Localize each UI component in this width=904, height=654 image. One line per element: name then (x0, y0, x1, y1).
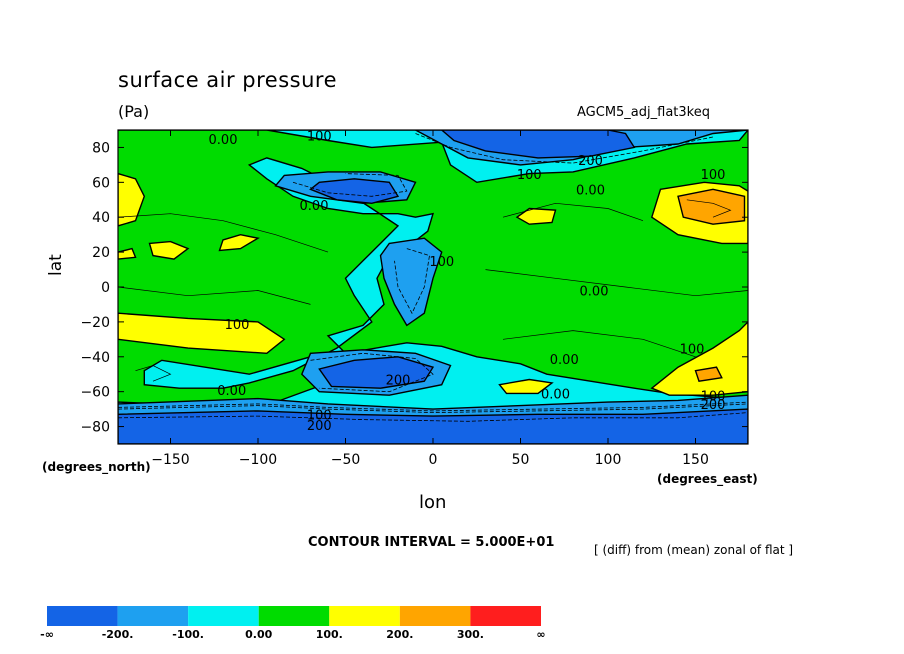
x-axis-label: lon (419, 492, 447, 513)
colorbar-bin-m200_m100 (117, 606, 189, 626)
contour-region-100_200 (515, 207, 557, 225)
colorbar-bin-m100_0 (188, 606, 259, 626)
chart-title: surface air pressure (118, 68, 338, 92)
contour-label: 100 (307, 409, 332, 424)
y-tick-label: 80 (92, 140, 110, 156)
contour-line-positive (686, 199, 732, 218)
contour-label: 100 (701, 389, 726, 404)
contour-labels: 0.00 1002001000.001000.001000.001000.0010… (209, 129, 726, 434)
contour-region-lt_m200 (318, 356, 435, 389)
colorbar: -∞ -200. -100. 0.00 100. 200. 300. ∞ (40, 606, 546, 641)
contour-line-positive (118, 286, 311, 305)
contour-line-positive (135, 365, 172, 382)
contour-fills (118, 130, 748, 444)
contour-label: 0.00 (576, 184, 605, 199)
contour-line-negative (310, 352, 434, 393)
colorbar-bin-100_200 (329, 606, 400, 626)
y-tick-label: 0 (101, 280, 110, 296)
contour-label: 100 (680, 342, 705, 357)
contour-region-lt_m200 (309, 178, 400, 205)
x-tick-label: 100 (595, 452, 622, 468)
plot-area: 0.00 1002001000.001000.001000.001000.0010… (118, 129, 748, 444)
colorbar-label: -200. (102, 628, 134, 641)
contour-line-positive (502, 330, 696, 358)
colorbar-label: 200. (386, 628, 413, 641)
contour-label: 100 (307, 129, 332, 144)
colorbar-bin-0_100 (258, 606, 330, 626)
contour-label: 0.00 (217, 384, 246, 399)
chart-units: (Pa) (118, 102, 150, 121)
contour-line-positive (118, 213, 329, 253)
contour-region-100_200 (118, 312, 286, 355)
contour-region-m200_m100 (379, 237, 443, 327)
x-tick-label: 50 (512, 452, 530, 468)
contour-label: 200 (701, 398, 726, 413)
colorbar-bin-gt_300 (470, 606, 541, 626)
contour-label: 100 (701, 168, 726, 183)
contour-label: 100 (517, 168, 542, 183)
contour-region-200_300 (677, 188, 746, 225)
contour-label: 200 (386, 374, 411, 389)
colorbar-label: -∞ (40, 628, 54, 641)
x-tick-label: −100 (239, 452, 277, 468)
x-tick-label: −50 (331, 452, 361, 468)
y-tick-label: 20 (92, 245, 110, 261)
x-tick-label: 0 (429, 452, 438, 468)
x-tick-label: 150 (682, 452, 709, 468)
contour-label: 200 (307, 419, 332, 434)
y-axis-units: (degrees_north) (42, 460, 151, 474)
contour-line-negative (415, 133, 714, 164)
y-tick-label: 60 (92, 175, 110, 191)
contour-label: 0.00 (541, 388, 570, 403)
contour-line-negative (292, 173, 408, 197)
colorbar-bin-200_300 (399, 606, 471, 626)
contour-line-positive (485, 269, 748, 297)
x-tick-label: −150 (151, 452, 189, 468)
colorbar-bin-lt_m200 (47, 606, 118, 626)
y-tick-label: −20 (80, 315, 110, 331)
contour-label: 0.00 (300, 199, 329, 214)
contour-region-100_200 (218, 233, 260, 252)
colorbar-label: -100. (172, 628, 204, 641)
colorbar-label: 300. (457, 628, 484, 641)
contour-region-100_200 (118, 172, 146, 227)
contour-line-positive (502, 202, 644, 222)
contour-line-negative (118, 412, 748, 422)
contour-lines (118, 133, 748, 422)
y-tick-label: −80 (80, 420, 110, 436)
contour-label: 100 (225, 318, 250, 333)
run-name: AGCM5_adj_flat3keq (577, 105, 710, 120)
contour-region-100_200 (650, 320, 748, 396)
x-ticks: −150 −100 −50 0 50 100 150 (151, 130, 709, 468)
contour-region-100_200 (498, 378, 554, 395)
contour-region-200_300 (694, 366, 723, 382)
x-axis-units: (degrees_east) (657, 472, 758, 486)
contour-line-negative (118, 401, 748, 412)
colorbar-label: ∞ (536, 628, 545, 641)
contour-label: 0.00 (209, 133, 238, 148)
contour-region-lt_m200 (118, 408, 748, 444)
colorbar-label: 100. (316, 628, 343, 641)
contour-label: 0.00 (580, 285, 609, 300)
contour-region-lt_m200 (440, 130, 636, 159)
contour-interval: CONTOUR INTERVAL = 5.000E+01 (308, 535, 555, 550)
colorbar-label: 0.00 (245, 628, 272, 641)
contour-label: 0.00 (550, 353, 579, 368)
contour-region-100_200 (118, 247, 137, 260)
contour-line-negative (394, 248, 430, 315)
y-tick-label: −60 (80, 385, 110, 401)
contour-line-negative (118, 403, 748, 414)
contour-region-100_200 (148, 240, 190, 260)
diff-note: [ (diff) from (mean) zonal of flat ] (594, 543, 794, 557)
y-tick-label: −40 (80, 350, 110, 366)
contour-label: 200 (578, 154, 603, 169)
contour-label: 100 (429, 255, 454, 270)
y-tick-label: 40 (92, 210, 110, 226)
